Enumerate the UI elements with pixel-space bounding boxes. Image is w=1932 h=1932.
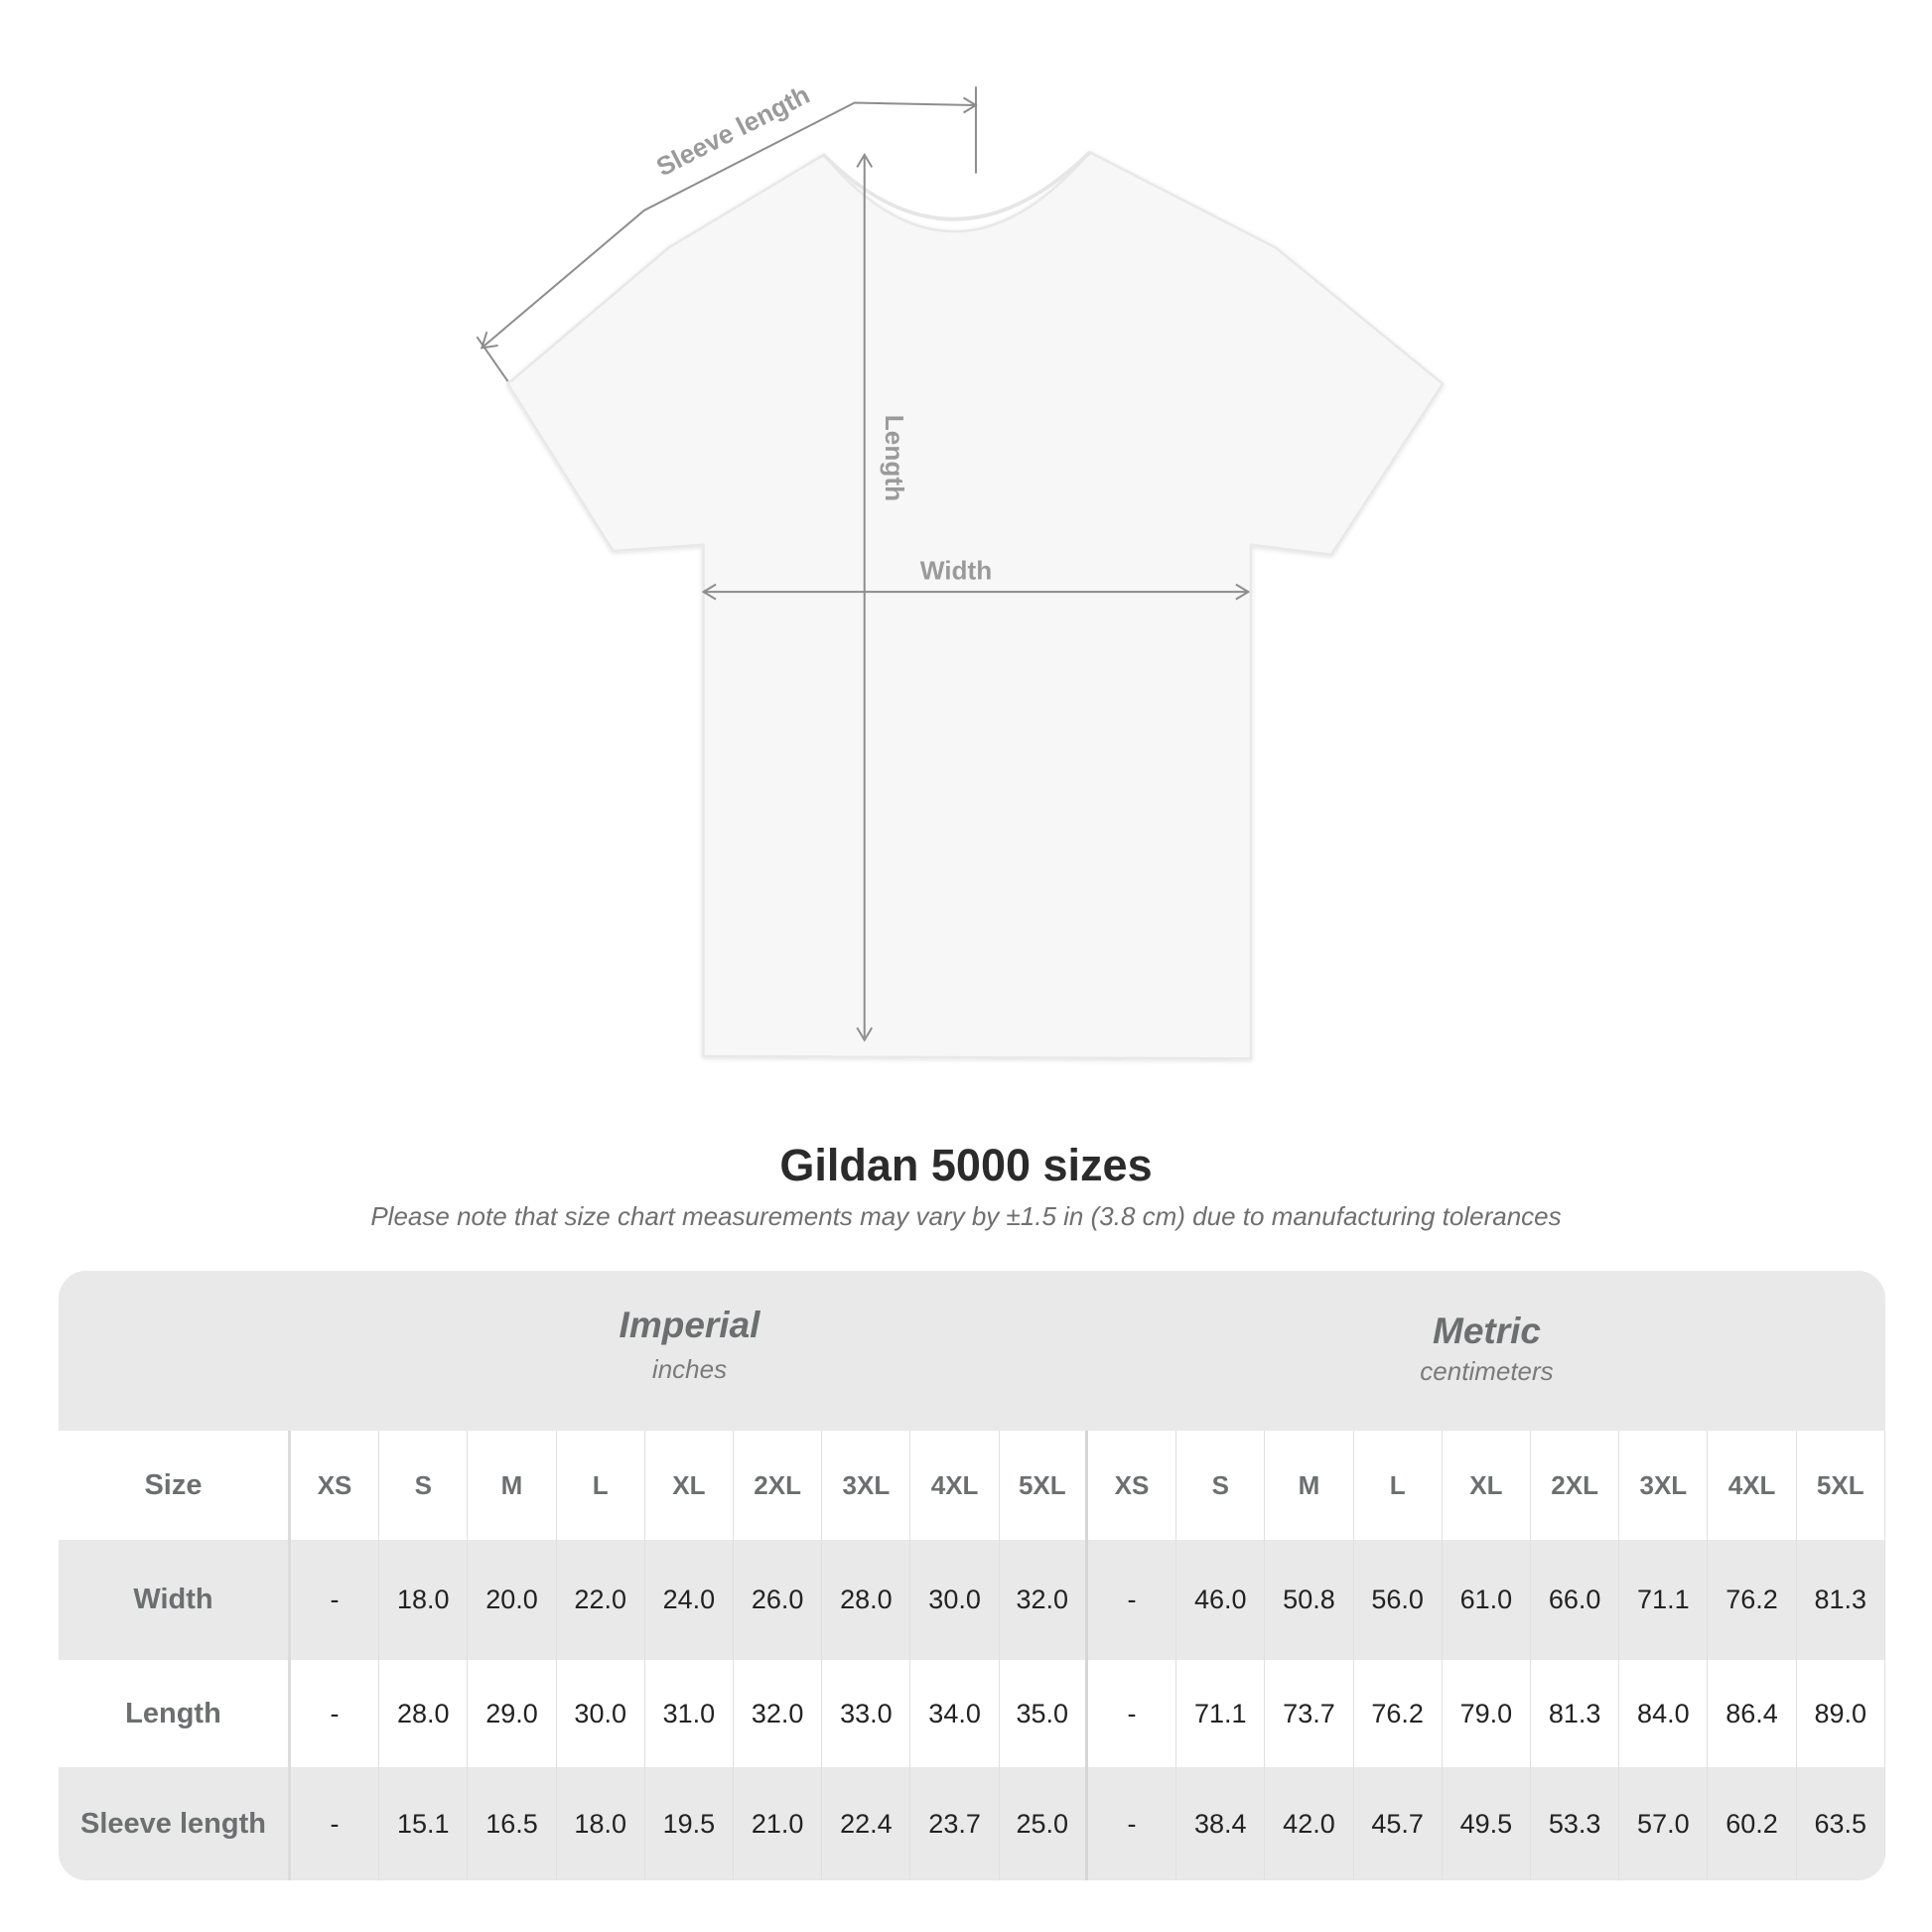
table-cell: 76.2 [1708,1540,1797,1660]
table-cell: 76.2 [1354,1660,1443,1767]
table-cell: 53.3 [1531,1767,1620,1880]
table-cell: 86.4 [1708,1660,1797,1767]
size-header-cell: S [379,1431,469,1540]
size-header-cell: 4XL [910,1431,1000,1540]
imperial-header: Imperial inches [291,1271,1088,1431]
size-row: Size XS S M L XL 2XL 3XL 4XL 5XL XS S M L XL 2XL 3XL 4XL… [59,1431,1885,1540]
table-cell: 30.0 [910,1540,1000,1660]
table-cell: - [1088,1660,1177,1767]
table-cell: 19.5 [645,1767,735,1880]
table-cell: 34.0 [910,1660,1000,1767]
table-cell: 45.7 [1354,1767,1443,1880]
table-cell: 31.0 [645,1660,735,1767]
size-header-cell: 2XL [1531,1431,1620,1540]
table-cell: 79.0 [1443,1660,1531,1767]
size-header-cell: XS [291,1431,380,1540]
table-cell: 29.0 [468,1660,557,1767]
table-cell: 16.5 [468,1767,557,1880]
size-header-cell: M [468,1431,557,1540]
table-cell: 20.0 [468,1540,557,1660]
sleeve-arrow [482,101,976,347]
imperial-unit: inches [651,1354,728,1384]
table-cell: 61.0 [1443,1540,1531,1660]
table-cell: 25.0 [1000,1767,1088,1880]
table-cell: 28.0 [379,1660,469,1767]
size-header-cell: XS [1088,1431,1177,1540]
table-cell: 56.0 [1354,1540,1443,1660]
table-cell: 33.0 [822,1660,911,1767]
table-cell: 60.2 [1708,1767,1797,1880]
table-cell: 66.0 [1531,1540,1620,1660]
table-row: Width -18.0 20.0 22.0 24.0 26.0 28.0 30.0 32.0-4… [59,1540,1885,1660]
table-cell: - [291,1660,380,1767]
table-cell: 21.0 [734,1767,823,1880]
page-title: Gildan 5000 sizes [779,1140,1153,1190]
row-label: Length [59,1660,291,1767]
row-label: Width [59,1540,291,1660]
table-cell: 18.0 [557,1767,645,1880]
size-header-cell: 3XL [822,1431,911,1540]
size-header-cell: 2XL [734,1431,823,1540]
imperial-title: Imperial [619,1305,760,1345]
table-cell: 24.0 [645,1540,735,1660]
size-header-cell: 5XL [1000,1431,1088,1540]
table-row: Length -28.0 29.0 30.0 31.0 32.0 33.0 34.0 35.0-… [59,1660,1885,1767]
size-label: Size [59,1431,291,1540]
metric-unit: centimeters [1420,1356,1554,1386]
table-cell: 84.0 [1619,1660,1709,1767]
table-cell: - [291,1767,380,1880]
table-cell: 89.0 [1797,1660,1885,1767]
length-label: Length [880,415,909,501]
size-header-cell: L [1354,1431,1443,1540]
size-header-cell: XL [645,1431,735,1540]
size-header-cell: 3XL [1619,1431,1709,1540]
header-band [59,1271,1885,1431]
tshirt-shape [505,150,1445,1060]
table-cell: 18.0 [379,1540,469,1660]
table-cell: - [291,1540,380,1660]
table-cell: 15.1 [379,1767,469,1880]
table-cell: 30.0 [557,1660,645,1767]
table-cell: 32.0 [1000,1540,1088,1660]
table-cell: 28.0 [822,1540,911,1660]
table-cell: 71.1 [1176,1660,1266,1767]
width-label: Width [920,556,992,586]
table-cell: 23.7 [910,1767,1000,1880]
table-cell: 81.3 [1531,1660,1620,1767]
table-cell: 71.1 [1619,1540,1709,1660]
size-header-cell: 4XL [1708,1431,1797,1540]
size-header-cell: S [1176,1431,1266,1540]
table-cell: 38.4 [1176,1767,1266,1880]
table-row: Sleeve length -15.1 16.5 18.0 19.5 21.0 22.4 23… [59,1767,1885,1880]
table-cell: 35.0 [1000,1660,1088,1767]
table-cell: 26.0 [734,1540,823,1660]
table-cell: 46.0 [1176,1540,1266,1660]
tshirt-diagram: Sleeve length Length Width [476,79,1445,1060]
table-cell: 32.0 [734,1660,823,1767]
size-header-cell: L [557,1431,645,1540]
size-table: Imperial inches Metric centimeters Size … [59,1271,1885,1880]
table-cell: - [1088,1540,1177,1660]
metric-header: Metric centimeters [1088,1271,1885,1431]
size-header-cell: M [1265,1431,1354,1540]
tolerance-note: Please note that size chart measurements… [370,1201,1562,1231]
size-header-cell: 5XL [1797,1431,1885,1540]
table-cell: 57.0 [1619,1767,1709,1880]
row-band [59,1767,1885,1880]
sleeve-length-label: Sleeve length [651,79,814,182]
table-cell: 50.8 [1265,1540,1354,1660]
size-header-cell: XL [1443,1431,1531,1540]
table-cell: 81.3 [1797,1540,1885,1660]
table-cell: 49.5 [1443,1767,1531,1880]
metric-title: Metric [1433,1311,1541,1351]
row-band [59,1540,1885,1660]
table-cell: - [1088,1767,1177,1880]
table-cell: 42.0 [1265,1767,1354,1880]
table-cell: 63.5 [1797,1767,1885,1880]
table-cell: 22.4 [822,1767,911,1880]
row-label: Sleeve length [59,1767,291,1880]
table-cell: 73.7 [1265,1660,1354,1767]
table-cell: 22.0 [557,1540,645,1660]
